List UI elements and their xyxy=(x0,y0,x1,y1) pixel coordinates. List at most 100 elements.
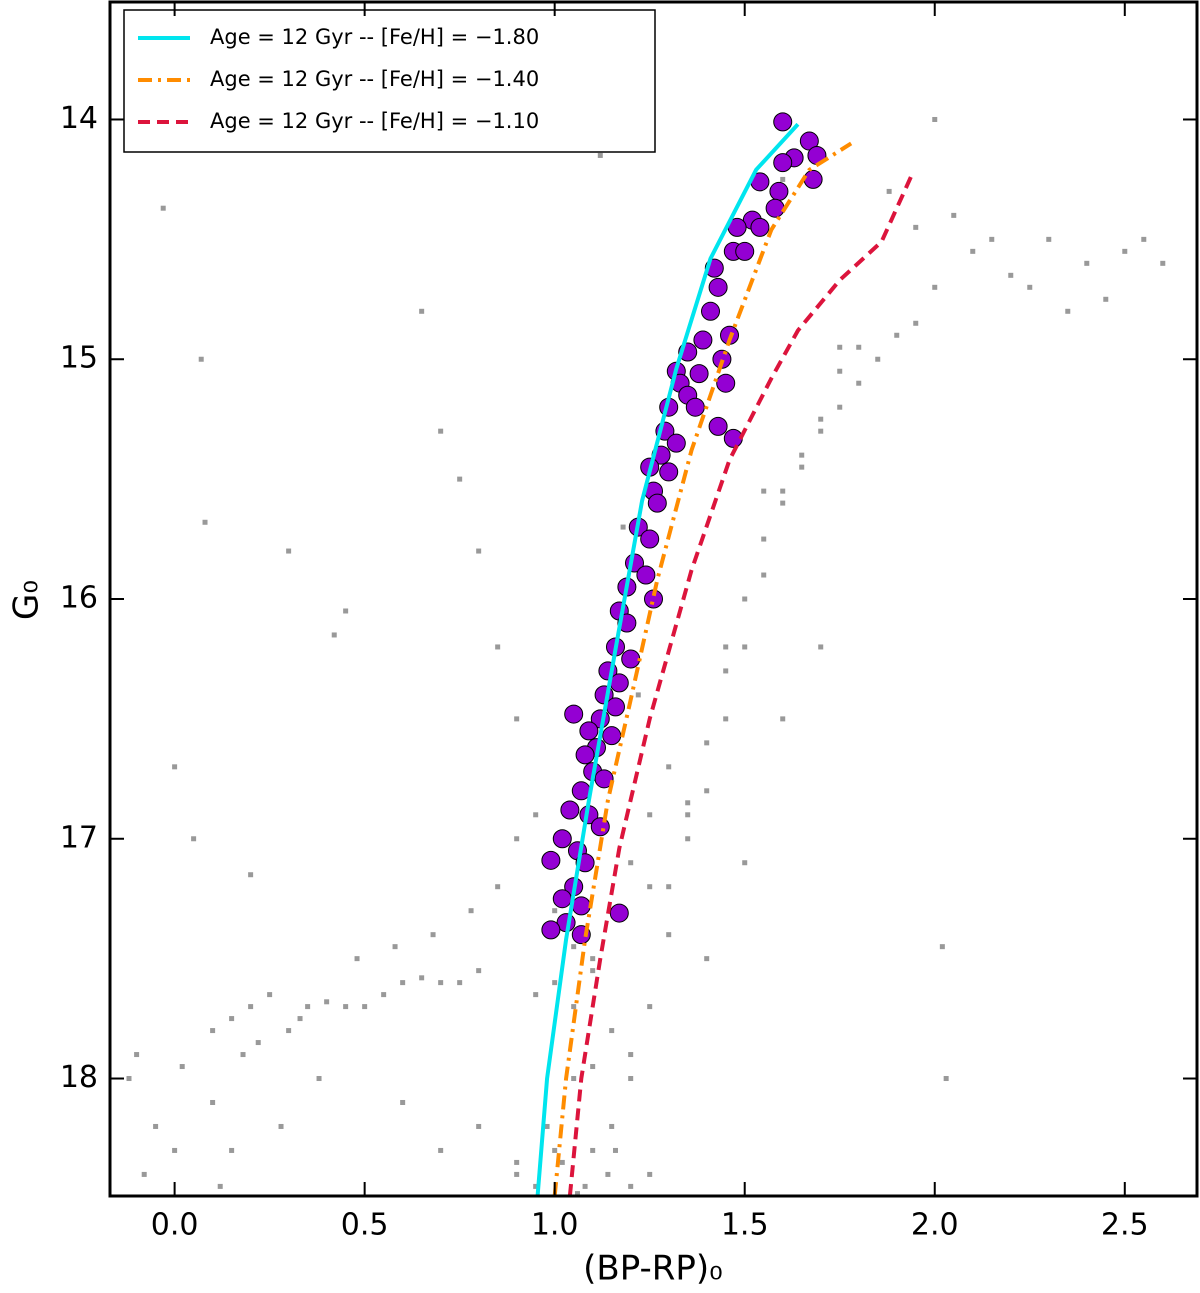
field-point xyxy=(438,1147,444,1153)
field-point xyxy=(799,452,805,458)
field-point xyxy=(1084,260,1090,266)
star-point xyxy=(609,903,629,923)
field-point xyxy=(989,236,995,242)
field-point xyxy=(559,1159,565,1165)
x-tick-label: 1.0 xyxy=(531,1208,579,1243)
x-tick-label: 0.5 xyxy=(341,1208,389,1243)
x-axis-label: (BP-RP)₀ xyxy=(583,1249,723,1289)
field-point xyxy=(875,356,881,362)
field-point xyxy=(635,692,641,698)
field-point xyxy=(202,519,208,525)
star-point xyxy=(609,673,629,693)
field-point xyxy=(913,224,919,230)
field-point xyxy=(248,1004,254,1010)
field-point xyxy=(742,596,748,602)
field-point xyxy=(1103,296,1109,302)
field-point xyxy=(620,524,626,530)
field-point xyxy=(229,1147,235,1153)
star-point xyxy=(541,850,561,870)
field-point xyxy=(761,488,767,494)
field-point xyxy=(628,1052,634,1058)
field-point xyxy=(723,716,729,722)
field-point xyxy=(666,932,672,938)
field-point xyxy=(970,248,976,254)
field-point xyxy=(856,344,862,350)
field-point xyxy=(742,860,748,866)
field-point xyxy=(628,1076,634,1082)
x-tick-label: 0.0 xyxy=(151,1208,199,1243)
legend-box xyxy=(123,9,656,153)
field-point xyxy=(723,644,729,650)
field-point xyxy=(943,1076,949,1082)
field-point xyxy=(837,344,843,350)
star-point xyxy=(605,697,625,717)
field-point xyxy=(647,884,653,890)
star-point xyxy=(575,745,595,765)
field-point xyxy=(316,1076,322,1082)
field-point xyxy=(552,980,558,986)
field-point xyxy=(533,992,539,998)
star-point xyxy=(564,704,584,724)
field-point xyxy=(628,860,634,866)
field-point xyxy=(267,992,273,998)
x-tick-label: 1.5 xyxy=(721,1208,769,1243)
field-point xyxy=(894,332,900,338)
star-point xyxy=(716,373,736,393)
field-point xyxy=(476,968,482,974)
field-point xyxy=(305,1004,311,1010)
field-point xyxy=(514,1159,520,1165)
field-point xyxy=(913,320,919,326)
x-tick-label: 2.0 xyxy=(911,1208,959,1243)
field-point xyxy=(647,1004,653,1010)
field-point xyxy=(430,932,436,938)
field-point xyxy=(533,1183,539,1189)
y-tick-label: 15 xyxy=(60,341,98,376)
star-point xyxy=(560,800,580,820)
field-point xyxy=(126,1076,132,1082)
y-tick-label: 16 xyxy=(60,581,98,616)
star-point xyxy=(693,330,713,350)
x-tick-label: 2.5 xyxy=(1101,1208,1149,1243)
star-point xyxy=(701,301,721,321)
star-point xyxy=(571,896,591,916)
field-point xyxy=(666,884,672,890)
field-point xyxy=(780,488,786,494)
field-point xyxy=(685,836,691,842)
field-point xyxy=(666,764,672,770)
star-point xyxy=(594,769,614,789)
legend-label: Age = 12 Gyr -- [Fe/H] = −1.40 xyxy=(210,67,539,91)
field-point xyxy=(160,205,166,211)
field-point xyxy=(343,608,349,614)
field-point xyxy=(179,1064,185,1070)
field-point xyxy=(574,1191,580,1196)
field-point xyxy=(354,956,360,962)
field-point xyxy=(780,176,786,182)
field-point xyxy=(400,1099,406,1105)
field-point xyxy=(818,644,824,650)
field-point xyxy=(609,1123,615,1129)
field-point xyxy=(457,476,463,482)
field-point xyxy=(134,1052,140,1058)
field-point xyxy=(742,644,748,650)
field-point xyxy=(1046,236,1052,242)
field-point xyxy=(248,872,254,878)
field-point xyxy=(552,1147,558,1153)
field-point xyxy=(932,116,938,122)
field-point xyxy=(495,884,501,890)
field-point xyxy=(704,956,710,962)
field-point xyxy=(571,1076,577,1082)
field-point xyxy=(476,548,482,554)
star-point xyxy=(647,493,667,513)
field-point xyxy=(597,152,603,158)
field-point xyxy=(605,1171,611,1177)
field-point xyxy=(704,788,710,794)
field-point xyxy=(278,1123,284,1129)
star-point xyxy=(541,920,561,940)
field-point xyxy=(1141,236,1147,242)
field-point xyxy=(198,356,204,362)
field-point xyxy=(514,1171,520,1177)
field-point xyxy=(324,999,330,1005)
star-point xyxy=(685,397,705,417)
field-point xyxy=(514,716,520,722)
field-point xyxy=(856,380,862,386)
